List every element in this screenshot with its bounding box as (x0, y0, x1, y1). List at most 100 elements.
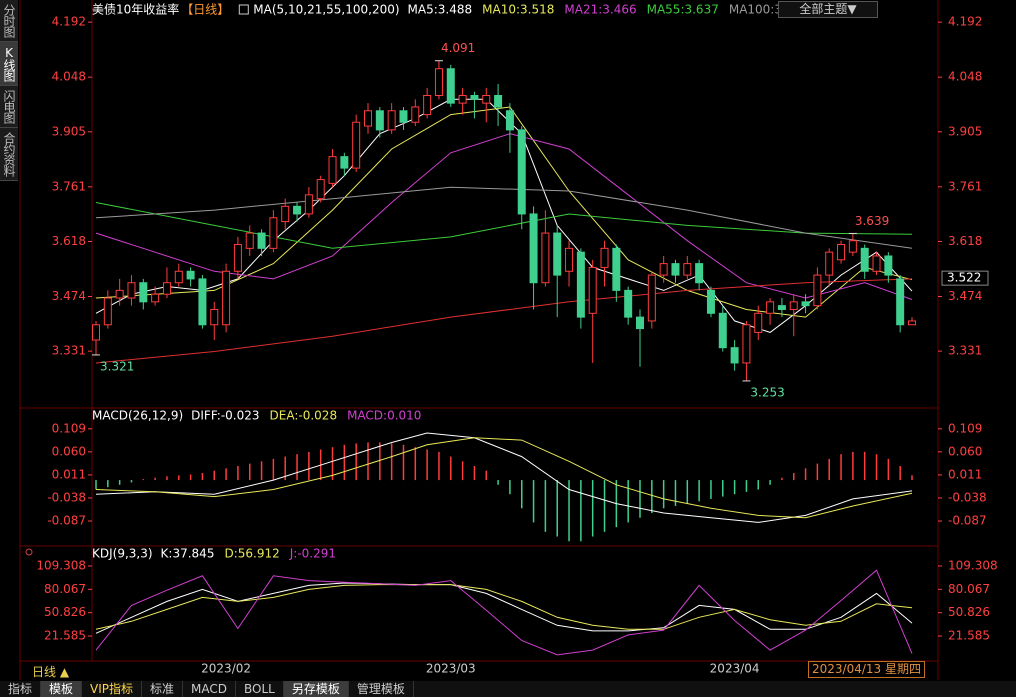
candle-body (671, 263, 680, 276)
candle-body (434, 68, 443, 97)
theme-button[interactable]: 全部主题▼ (778, 1, 878, 18)
candle-body (186, 270, 195, 280)
y-tick-label: 21.585 (44, 629, 86, 643)
legend-title: KDJ(9,3,3) (92, 547, 153, 561)
candle-body (624, 289, 633, 318)
candle-body (706, 289, 715, 314)
candle-body (837, 244, 846, 261)
candle-body (588, 266, 597, 314)
indicator-line (95, 584, 913, 630)
tool[interactable]: 另存模板 (283, 681, 349, 697)
candle-body (600, 247, 609, 268)
candle-body (813, 274, 822, 307)
candle-body (411, 106, 420, 123)
candle-body (198, 278, 207, 326)
tab[interactable]: 合约资料 (0, 128, 18, 181)
tool[interactable]: 管理模板 (349, 681, 414, 697)
legend-icon (238, 4, 249, 15)
y-tick-label: 3.905 (52, 124, 86, 138)
candle-body (340, 156, 349, 169)
last-price: 3.522 (947, 271, 981, 285)
candle-body (281, 205, 290, 223)
candle-body (115, 289, 124, 299)
tab[interactable]: 分时图 (0, 0, 18, 42)
y-tick-label: 0.011 (948, 467, 982, 481)
candle-body (659, 263, 668, 276)
candle-body (364, 110, 372, 127)
legend-item: K:37.845 (161, 547, 215, 561)
candle-body (612, 247, 621, 291)
legend-item: D:56.912 (224, 547, 279, 561)
candle-body (565, 247, 574, 272)
candle-body (695, 263, 704, 284)
legend-item: DEA:-0.028 (270, 409, 338, 423)
period[interactable]: 日线 ▲ (32, 665, 70, 679)
candle-body (636, 316, 644, 330)
candle-body (529, 213, 538, 284)
y-tick-label: 3.905 (948, 124, 982, 138)
candle-body (316, 179, 325, 200)
toolbar: 指标 模板 VIP指标 标准 MACD BOLL 另存模板 管理模板 (0, 681, 1016, 697)
y-tick-label: 3.761 (52, 179, 86, 193)
indicator-line (95, 582, 913, 634)
tool[interactable]: 模板 (41, 681, 83, 697)
candle-body (801, 301, 810, 307)
y-tick-label: 4.048 (52, 70, 86, 84)
legend-item: J:-0.291 (289, 547, 336, 561)
y-tick-label: 3.618 (948, 234, 982, 248)
tool[interactable]: MACD (183, 681, 237, 697)
x-tick-label: 2023/04 (710, 662, 760, 676)
y-tick-label: 4.192 (52, 15, 86, 29)
candle-body (446, 68, 455, 104)
y-tick-label: 109.308 (948, 558, 998, 572)
indicator-line (95, 278, 913, 364)
candle-body (174, 270, 183, 284)
candle-body (387, 110, 396, 131)
y-tick-label: 4.048 (948, 70, 982, 84)
candle-body (860, 247, 869, 272)
candle-body (494, 95, 503, 108)
y-tick-label: 3.474 (948, 289, 982, 303)
y-tick-label: -0.038 (948, 490, 987, 504)
y-tick-label: 4.192 (948, 15, 982, 29)
tab[interactable]: 闪电图 (0, 86, 18, 128)
y-tick-label: 21.585 (948, 629, 990, 643)
y-tick-label: 3.474 (52, 289, 86, 303)
indicator-line (95, 186, 913, 249)
tool[interactable]: BOLL (236, 681, 284, 697)
candle-body (257, 232, 266, 249)
tool[interactable]: 指标 (0, 681, 42, 697)
annotation: 3.639 (855, 214, 889, 228)
candle-body (245, 232, 254, 249)
candle-body (127, 282, 136, 299)
candle-body (352, 121, 361, 169)
candle-body (718, 312, 727, 349)
candle-body (162, 282, 171, 295)
y-tick-label: -0.038 (47, 490, 86, 504)
candle-body (541, 232, 550, 284)
last-price-box (941, 270, 989, 286)
y-tick-label: 0.060 (52, 444, 86, 458)
x-tick-label: 2023/03 (426, 662, 476, 676)
candle-body (789, 301, 798, 310)
candle-body (139, 282, 148, 303)
candle-body (458, 95, 467, 104)
panel-icon (25, 548, 33, 556)
candle-body (375, 110, 384, 131)
legend-item: MA10:3.518 (482, 3, 554, 17)
tool[interactable]: 标准 (142, 681, 184, 697)
y-tick-label: 50.826 (948, 605, 990, 619)
tab[interactable]: K线图 (0, 42, 18, 86)
candle-body (517, 129, 526, 215)
indicator-line (95, 133, 913, 300)
legend-item: MA5:3.488 (408, 3, 473, 17)
indicator-line (95, 437, 913, 519)
annotation: 3.253 (750, 385, 784, 399)
legend-item: DIFF:-0.023 (191, 409, 259, 423)
tool[interactable]: VIP指标 (82, 681, 143, 697)
candle-body (647, 274, 656, 322)
candle-body (423, 95, 432, 116)
candle-body (553, 232, 562, 276)
